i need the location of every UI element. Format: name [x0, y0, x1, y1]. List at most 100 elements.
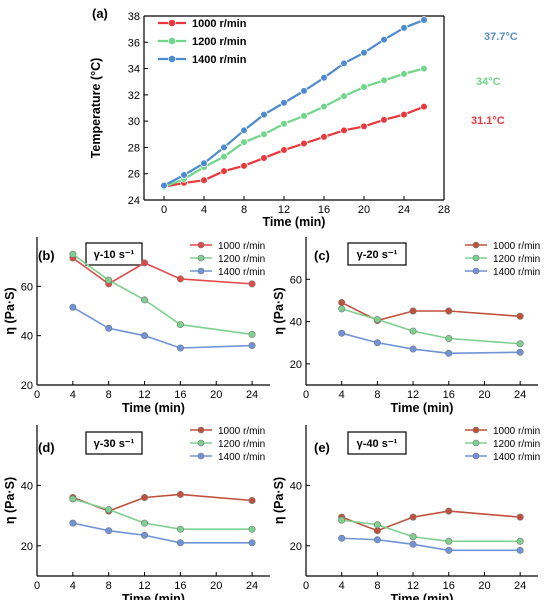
series-line-1000-r-min [72, 493, 253, 512]
y-tick-label: 20 [21, 380, 33, 392]
data-point [338, 299, 346, 307]
chart-panel-d: 0 4 8 12 16 20 24 20 40 Time (min) η (Pa·S) (d) γ-30… [3, 425, 270, 600]
x-axis-label: Time (min) [391, 592, 454, 600]
data-point [445, 349, 453, 357]
legend-label: 1400 r/min [493, 452, 540, 463]
x-tick-label: 0 [303, 389, 309, 401]
data-point [248, 330, 256, 338]
data-point [220, 152, 228, 161]
data-point [409, 327, 417, 335]
x-tick-label: 24 [514, 389, 526, 401]
data-point [69, 519, 77, 527]
y-tick-label: 40 [21, 480, 33, 492]
data-point [338, 516, 346, 524]
x-axis-label: Time (min) [263, 215, 326, 229]
data-point [516, 312, 524, 320]
data-point [141, 493, 149, 501]
legend-marker [472, 426, 480, 434]
x-tick-label: 16 [174, 389, 186, 401]
x-tick-label: 16 [318, 204, 330, 216]
data-point [409, 345, 417, 353]
data-point [260, 110, 268, 119]
x-tick-label: 24 [246, 389, 258, 401]
data-point [248, 525, 256, 533]
y-tick-label: 40 [290, 480, 302, 492]
data-point [373, 527, 381, 535]
data-point [516, 537, 524, 545]
data-point [176, 525, 184, 533]
data-point [200, 159, 208, 168]
data-point [445, 537, 453, 545]
legend-marker [168, 37, 176, 45]
series-line-1400-r-min [72, 306, 253, 349]
data-point [248, 496, 256, 504]
y-tick-label: 40 [21, 331, 33, 343]
legend: 1000 r/min 1200 r/min 1400 r/min [465, 426, 540, 463]
data-point [248, 539, 256, 547]
data-point [373, 339, 381, 347]
data-point [248, 280, 256, 288]
x-tick-label: 8 [374, 580, 380, 592]
panel-label: (e) [314, 440, 330, 455]
legend-label: 1400 r/min [192, 54, 247, 66]
data-point [141, 519, 149, 527]
chart-panel-e: 0 4 8 12 16 20 24 20 40 Time (min) η (Pa·S) (e) γ-40… [272, 425, 540, 600]
legend-label: 1400 r/min [493, 267, 540, 278]
data-point [360, 122, 368, 131]
chart-panel-a: 0 4 8 12 16 20 24 28 24 26 28 30 32 34 36 38 Time (min) T… [89, 6, 518, 229]
shear-rate-label: γ-10 s⁻¹ [94, 249, 135, 261]
y-axis-label: η (Pa·S) [272, 477, 286, 524]
legend-label: 1400 r/min [218, 452, 265, 463]
shear-rate-label: γ-20 s⁻¹ [357, 249, 398, 261]
data-point [380, 35, 388, 44]
x-tick-label: 4 [70, 580, 76, 592]
data-point [409, 533, 417, 541]
panel-label: (c) [314, 248, 330, 263]
data-point [240, 138, 248, 146]
legend-label: 1200 r/min [493, 439, 540, 450]
data-point [320, 133, 328, 141]
y-tick-label: 28 [128, 142, 140, 154]
data-point [176, 490, 184, 498]
shear-rate-box [347, 431, 407, 455]
data-point [280, 146, 288, 154]
legend-marker [472, 452, 480, 460]
x-axis-label: Time (min) [122, 401, 185, 415]
data-point [260, 154, 268, 162]
data-point [180, 171, 188, 179]
end-value-label: 37.7°C [484, 31, 518, 43]
data-point [320, 73, 328, 82]
data-point [360, 83, 368, 91]
legend-label: 1200 r/min [218, 439, 265, 450]
x-tick-label: 4 [339, 389, 345, 401]
shear-rate-label: γ-30 s⁻¹ [94, 438, 135, 450]
shear-rate-box [85, 431, 143, 455]
x-tick-label: 0 [303, 580, 309, 592]
legend-label: 1000 r/min [192, 18, 247, 30]
data-point [338, 534, 346, 542]
data-point [380, 116, 388, 124]
x-tick-label: 8 [106, 389, 112, 401]
data-point [380, 76, 388, 85]
legend-label: 1000 r/min [218, 241, 265, 252]
data-point [340, 126, 348, 135]
data-point [445, 507, 453, 515]
data-point [516, 348, 524, 356]
legend-marker [197, 254, 205, 262]
x-tick-label: 4 [339, 580, 345, 592]
chart-panel-b: 0 4 8 12 16 20 24 20 40 60 Time (min) η (Pa·S) (b) γ-… [3, 237, 270, 415]
y-axis-label: η (Pa·S) [3, 477, 17, 524]
x-tick-label: 20 [478, 580, 490, 592]
data-point [176, 321, 184, 329]
data-point [160, 181, 168, 190]
data-point [176, 344, 184, 352]
y-tick-label: 38 [128, 11, 140, 23]
legend-label: 1000 r/min [493, 426, 540, 437]
x-tick-label: 20 [358, 204, 370, 216]
x-tick-label: 20 [210, 580, 222, 592]
y-axis-label: η (Pa·S) [3, 287, 17, 334]
data-point [340, 59, 348, 68]
x-tick-label: 4 [70, 389, 76, 401]
shear-rate-box [85, 242, 143, 266]
